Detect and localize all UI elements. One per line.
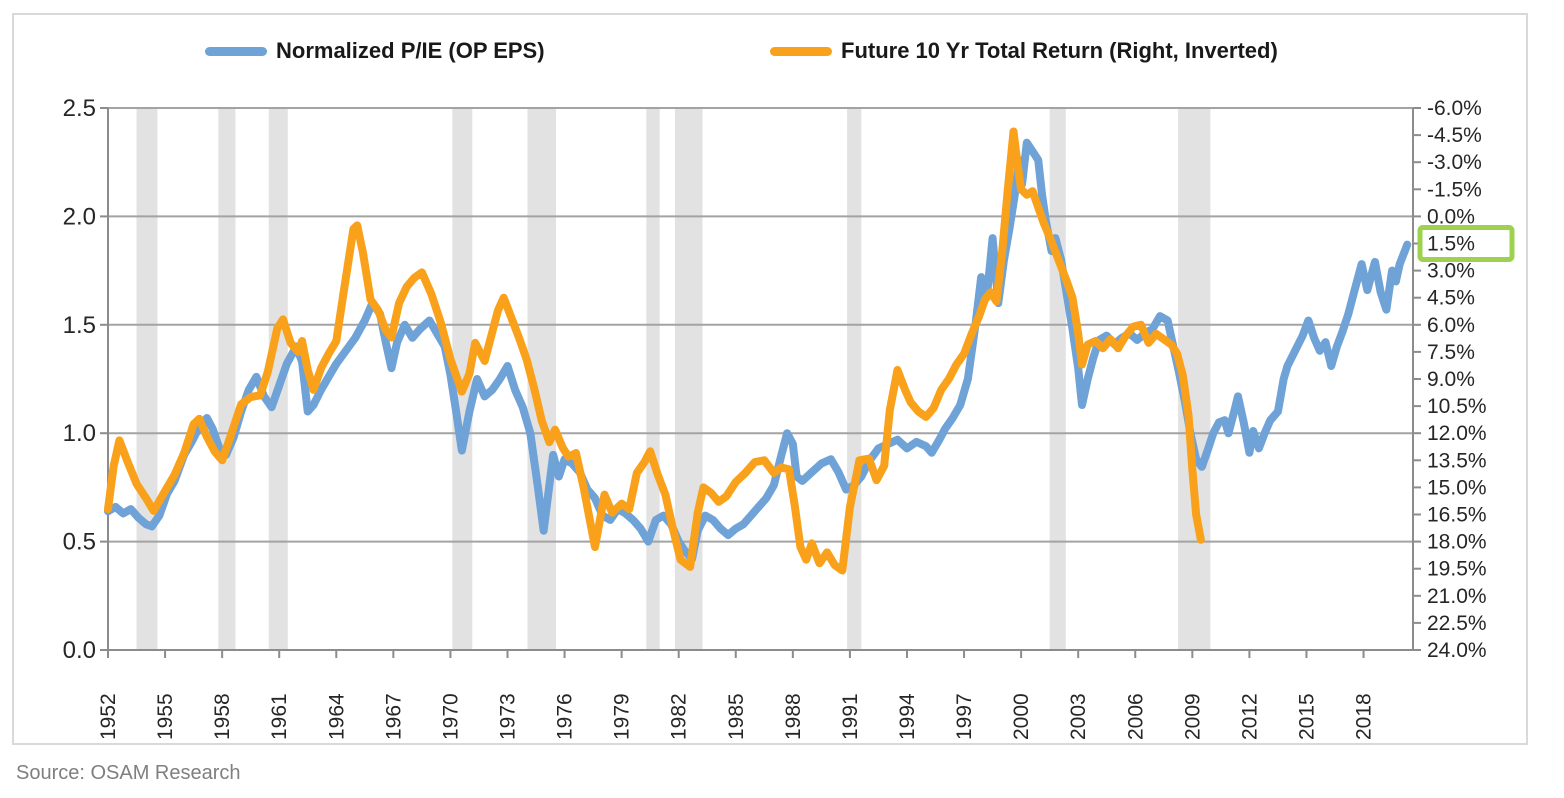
right-axis-label: 4.5% [1427, 287, 1475, 310]
highlight-box-current-value [1417, 225, 1515, 262]
left-axis-label: 2.0 [63, 203, 96, 230]
x-axis-year-label: 2012 [1238, 693, 1261, 740]
right-axis-label: 16.5% [1427, 504, 1487, 527]
legend-item-future-return: Future 10 Yr Total Return (Right, Invert… [770, 36, 1278, 66]
left-axis-label: 1.0 [63, 420, 96, 447]
x-axis-year-label: 1979 [611, 693, 634, 740]
right-axis-label: -3.0% [1427, 151, 1482, 174]
x-axis-year-label: 2018 [1353, 693, 1376, 740]
right-axis-label: 6.0% [1427, 314, 1475, 337]
left-axis-label: 0.0 [63, 637, 96, 664]
right-axis-label: 15.0% [1427, 476, 1487, 499]
x-axis-year-label: 1976 [554, 693, 577, 740]
right-axis-label: 13.5% [1427, 449, 1487, 472]
x-axis-year-label: 1958 [211, 693, 234, 740]
left-axis-label: 1.5 [63, 312, 96, 339]
right-axis-label: 0.0% [1427, 205, 1475, 228]
x-axis-year-label: 2006 [1124, 693, 1147, 740]
recession-band [136, 108, 158, 650]
legend-label-future-return: Future 10 Yr Total Return (Right, Invert… [841, 38, 1278, 63]
normalized-pe-line [104, 138, 1412, 563]
left-axis-label: 0.5 [63, 529, 96, 556]
x-axis-year-label: 1997 [953, 693, 976, 740]
x-axis-year-label: 1967 [382, 693, 405, 740]
right-axis-label: 9.0% [1427, 368, 1475, 391]
recession-band [646, 108, 660, 650]
recession-band [452, 108, 473, 650]
right-axis-label: 1.5% [1427, 233, 1475, 256]
x-axis-year-label: 1985 [725, 693, 748, 740]
right-axis-label: -4.5% [1427, 124, 1482, 147]
left-axis-label: 2.5 [63, 95, 96, 122]
right-axis-label: -1.5% [1427, 178, 1482, 201]
x-axis-year-label: 2000 [1010, 693, 1033, 740]
right-axis-label: 24.0% [1427, 639, 1487, 662]
legend-label-normalized-pe: Normalized P/IE (OP EPS) [276, 38, 545, 63]
chart-legend: Normalized P/IE (OP EPS) Future 10 Yr To… [0, 36, 1564, 66]
x-axis-year-label: 1994 [896, 693, 919, 740]
right-axis-label: 22.5% [1427, 612, 1487, 635]
right-axis-label: 21.0% [1427, 585, 1487, 608]
x-axis-year-label: 1973 [496, 693, 519, 740]
recession-band [847, 108, 862, 650]
right-axis-label: 12.0% [1427, 422, 1487, 445]
x-axis-year-label: 1955 [154, 693, 177, 740]
recession-band [218, 108, 236, 650]
source-note: Source: OSAM Research [16, 762, 241, 784]
orange-line-swatch [770, 46, 832, 56]
x-axis-year-label: 1970 [439, 693, 462, 740]
blue-line-swatch [205, 46, 267, 56]
recession-band [1049, 108, 1066, 650]
right-axis-label: -6.0% [1427, 97, 1482, 120]
right-axis-label: 3.0% [1427, 260, 1475, 283]
legend-item-normalized-pe: Normalized P/IE (OP EPS) [205, 36, 545, 66]
right-axis-label: 10.5% [1427, 395, 1487, 418]
right-axis-label: 18.0% [1427, 531, 1487, 554]
x-axis-year-label: 1961 [268, 693, 291, 740]
x-axis-year-label: 1988 [782, 693, 805, 740]
x-axis-year-label: 2009 [1181, 693, 1204, 740]
x-axis-year-label: 1991 [839, 693, 862, 740]
right-axis-label: 7.5% [1427, 341, 1475, 364]
x-axis-year-label: 1964 [325, 693, 348, 740]
future-return-line [104, 127, 1205, 575]
right-axis-label: 19.5% [1427, 558, 1487, 581]
x-axis-year-label: 2003 [1067, 693, 1090, 740]
x-axis-year-label: 2015 [1295, 693, 1318, 740]
x-axis-year-label: 1982 [668, 693, 691, 740]
x-axis-year-label: 1952 [97, 693, 120, 740]
